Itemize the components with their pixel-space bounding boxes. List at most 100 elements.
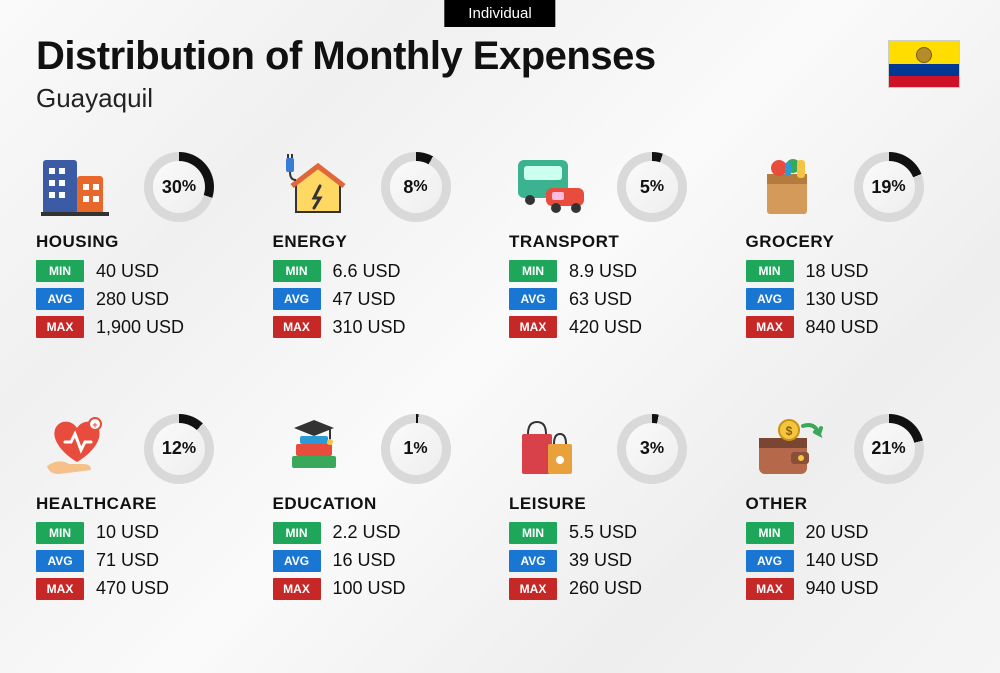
avg-value: 140 USD <box>806 550 879 571</box>
expense-card-energy: 8%ENERGYMIN6.6 USDAVG47 USDMAX310 USD <box>273 150 492 392</box>
header: Distribution of Monthly Expenses Guayaqu… <box>36 34 964 114</box>
value-row-avg: AVG 16 USD <box>273 550 492 572</box>
max-value: 1,900 USD <box>96 317 184 338</box>
expense-card-housing: 30% HOUSING MIN 40 USD AVG280 USD MAX 1,900 US… <box>36 150 255 392</box>
category-label: EDUCATION <box>273 494 492 514</box>
category-label: LEISURE <box>509 494 728 514</box>
value-row-max: MAX 470 USD <box>36 578 255 600</box>
min-tag: MIN <box>746 522 794 544</box>
value-row-min: MIN 8.9 USD <box>509 260 728 282</box>
max-tag: MAX <box>36 578 84 600</box>
avg-tag: AVG <box>746 550 794 572</box>
buildings-icon <box>36 150 118 222</box>
max-tag: MAX <box>509 578 557 600</box>
max-value: 940 USD <box>806 578 879 599</box>
page-subtitle: Guayaquil <box>36 83 964 114</box>
max-tag: MAX <box>36 316 84 338</box>
percent-ring: 21% <box>854 414 924 484</box>
value-row-min: MIN18 USD <box>746 260 965 282</box>
value-row-avg: AVG280 USD <box>36 288 255 310</box>
avg-tag: AVG <box>273 550 321 572</box>
value-rows: MIN 2.2 USD AVG 16 USD MAX100 USD <box>273 522 492 600</box>
avg-tag: AVG <box>509 550 557 572</box>
percent-ring: 3% <box>617 414 687 484</box>
value-row-max: MAX 940 USD <box>746 578 965 600</box>
value-row-max: MAX 420 USD <box>509 316 728 338</box>
value-row-min: MIN 40 USD <box>36 260 255 282</box>
expense-card-transport: 5%TRANSPORTMIN8.9 USDAVG63 USDMAX420 USD <box>509 150 728 392</box>
percent-value: 21 <box>871 438 891 459</box>
shopping-bags-icon <box>509 412 591 484</box>
energy-house-icon <box>273 150 355 222</box>
value-rows: MIN6.6 USDAVG47 USDMAX310 USD <box>273 260 492 338</box>
value-rows: MIN 20 USD AVG 140 USD MAX 940 USD <box>746 522 965 600</box>
min-tag: MIN <box>746 260 794 282</box>
max-tag: MAX <box>746 316 794 338</box>
value-row-min: MIN10 USD <box>36 522 255 544</box>
avg-value: 71 USD <box>96 550 159 571</box>
min-value: 5.5 USD <box>569 522 637 543</box>
min-value: 2.2 USD <box>333 522 401 543</box>
min-tag: MIN <box>273 522 321 544</box>
max-tag: MAX <box>746 578 794 600</box>
svg-text:+: + <box>92 420 97 430</box>
wallet-icon: $ <box>746 412 828 484</box>
value-row-min: MIN 20 USD <box>746 522 965 544</box>
value-row-max: MAX 1,900 USD <box>36 316 255 338</box>
category-label: HOUSING <box>36 232 255 252</box>
value-row-avg: AVG 63 USD <box>509 288 728 310</box>
value-rows: MIN 5.5 USD AVG 39 USD MAX 260 USD <box>509 522 728 600</box>
max-tag: MAX <box>509 316 557 338</box>
percent-ring: 8% <box>381 152 451 222</box>
value-row-max: MAX310 USD <box>273 316 492 338</box>
percent-ring: 30% <box>144 152 214 222</box>
max-value: 260 USD <box>569 578 642 599</box>
avg-value: 130 USD <box>806 289 879 310</box>
category-label: ENERGY <box>273 232 492 252</box>
value-row-avg: AVG 39 USD <box>509 550 728 572</box>
value-row-avg: AVG 71 USD <box>36 550 255 572</box>
value-row-min: MIN6.6 USD <box>273 260 492 282</box>
percent-ring: 12% <box>144 414 214 484</box>
avg-value: 39 USD <box>569 550 632 571</box>
value-row-avg: AVG 140 USD <box>746 550 965 572</box>
percent-value: 8 <box>403 177 413 198</box>
grocery-bag-icon <box>746 150 828 222</box>
bus-car-icon <box>509 150 591 222</box>
value-row-max: MAX 260 USD <box>509 578 728 600</box>
min-tag: MIN <box>36 260 84 282</box>
min-value: 8.9 USD <box>569 261 637 282</box>
value-row-max: MAX100 USD <box>273 578 492 600</box>
min-tag: MIN <box>509 260 557 282</box>
min-value: 6.6 USD <box>333 261 401 282</box>
avg-value: 16 USD <box>333 550 396 571</box>
max-value: 420 USD <box>569 317 642 338</box>
category-label: TRANSPORT <box>509 232 728 252</box>
value-row-min: MIN 2.2 USD <box>273 522 492 544</box>
max-value: 100 USD <box>333 578 406 599</box>
avg-value: 47 USD <box>333 289 396 310</box>
avg-value: 63 USD <box>569 289 632 310</box>
category-label: HEALTHCARE <box>36 494 255 514</box>
max-tag: MAX <box>273 316 321 338</box>
value-rows: MIN 8.9 USD AVG 63 USD MAX 420 USD <box>509 260 728 338</box>
category-label: OTHER <box>746 494 965 514</box>
min-tag: MIN <box>509 522 557 544</box>
expense-card-education: 1% EDUCATION MIN 2.2 USD AVG 16 USD MAX100 USD <box>273 412 492 654</box>
percent-value: 1 <box>403 438 413 459</box>
percent-ring: 1% <box>381 414 451 484</box>
avg-value: 280 USD <box>96 289 169 310</box>
avg-tag: AVG <box>36 550 84 572</box>
expense-card-grocery: 19%GROCERYMIN18 USDAVG130 USDMAX840 USD <box>746 150 965 392</box>
avg-tag: AVG <box>509 288 557 310</box>
percent-value: 3 <box>640 438 650 459</box>
avg-tag: AVG <box>746 288 794 310</box>
expense-card-healthcare: + 12% HEALTHCARE MIN10 USD AVG 71 USD MAX 470 … <box>36 412 255 654</box>
percent-value: 5 <box>640 177 650 198</box>
max-value: 470 USD <box>96 578 169 599</box>
page-title: Distribution of Monthly Expenses <box>36 34 964 79</box>
category-label: GROCERY <box>746 232 965 252</box>
min-value: 40 USD <box>96 261 159 282</box>
max-value: 840 USD <box>806 317 879 338</box>
min-value: 20 USD <box>806 522 869 543</box>
